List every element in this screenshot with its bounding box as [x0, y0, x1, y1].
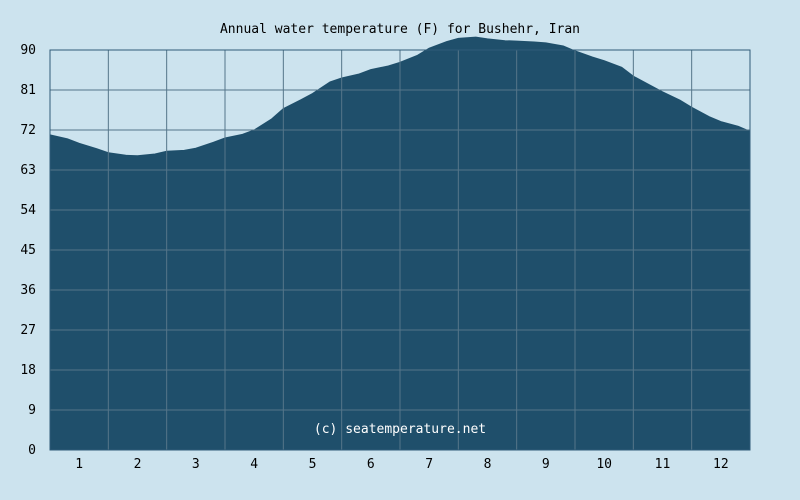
watermark-text: (c) seatemperature.net [314, 422, 486, 437]
y-tick-label: 18 [20, 363, 36, 378]
y-tick-label: 9 [28, 403, 36, 418]
x-tick-label: 12 [713, 457, 729, 472]
y-tick-label: 90 [20, 43, 36, 58]
plot-frame [49, 49, 751, 451]
y-tick-label: 72 [20, 123, 36, 138]
y-tick-label: 54 [20, 203, 36, 218]
x-tick-label: 5 [309, 457, 317, 472]
y-tick-label: 36 [20, 283, 36, 298]
y-tick-label: 0 [28, 443, 36, 458]
x-tick-label: 9 [542, 457, 550, 472]
x-tick-label: 10 [596, 457, 612, 472]
x-tick-label: 6 [367, 457, 375, 472]
x-tick-label: 7 [425, 457, 433, 472]
y-tick-label: 81 [20, 83, 36, 98]
x-tick-label: 1 [75, 457, 83, 472]
x-tick-label: 3 [192, 457, 200, 472]
y-tick-label: 63 [20, 163, 36, 178]
y-tick-label: 27 [20, 323, 36, 338]
y-tick-label: 45 [20, 243, 36, 258]
x-tick-label: 2 [134, 457, 142, 472]
x-tick-label: 8 [484, 457, 492, 472]
chart-title: Annual water temperature (F) for Bushehr… [220, 22, 580, 37]
x-axis-ticks: 1 2 3 4 5 6 7 8 9 10 11 12 [75, 457, 728, 472]
x-tick-label: 4 [250, 457, 258, 472]
y-axis-ticks: 0 9 18 27 36 45 54 63 72 81 90 [20, 43, 36, 458]
x-tick-label: 11 [655, 457, 671, 472]
